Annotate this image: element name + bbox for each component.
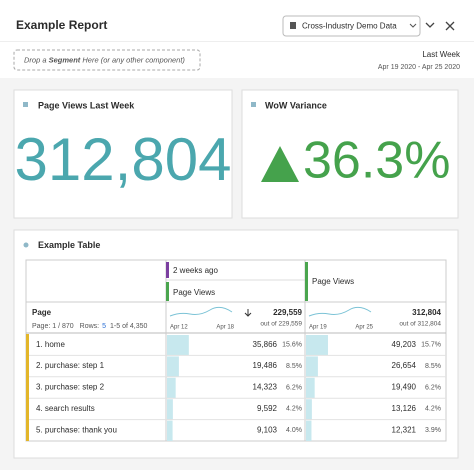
cell-bar xyxy=(167,335,189,356)
kpi-value: 36.3% xyxy=(303,132,450,190)
kpi-value: 312,804 xyxy=(15,126,232,193)
cell-bar xyxy=(306,356,318,377)
column-total-of: out of 229,559 xyxy=(260,321,302,328)
cell-percent: 4.0% xyxy=(286,427,302,434)
cell-bar xyxy=(306,420,312,441)
date-range: Apr 19 2020 - Apr 25 2020 xyxy=(378,64,460,71)
data-source: Cross-Industry Demo Data xyxy=(302,22,397,31)
spark-end: Apr 25 xyxy=(355,325,373,331)
freeform-table xyxy=(25,259,447,442)
cell-percent: 8.5% xyxy=(425,363,441,370)
collapse-button[interactable] xyxy=(425,22,435,28)
date-preset[interactable]: Last Week xyxy=(422,50,461,59)
cell-value: 26,654 xyxy=(392,361,417,370)
drop-text: Drop a xyxy=(24,55,49,64)
drop-text: Here (or any other component) xyxy=(80,55,185,64)
drop-text-bold: Segment xyxy=(49,55,81,64)
sort-arrow xyxy=(244,309,252,317)
panel-icon xyxy=(23,102,28,107)
rows-label: Rows: xyxy=(80,323,100,330)
panel-title: WoW Variance xyxy=(265,100,327,110)
rows-count[interactable]: 5 xyxy=(102,323,106,330)
panel-title: Page Views Last Week xyxy=(38,100,135,110)
panel-title: Example Table xyxy=(38,240,100,250)
cell-percent: 15.6% xyxy=(282,342,302,349)
panel-icon xyxy=(251,102,256,107)
spark-start: Apr 12 xyxy=(170,325,188,331)
segment-drop-zone[interactable] xyxy=(13,49,201,71)
spark-start: Apr 19 xyxy=(309,325,327,331)
cell-value: 49,203 xyxy=(392,340,417,349)
panel-icon xyxy=(23,242,29,248)
cell-bar xyxy=(306,377,315,399)
cell-percent: 3.9% xyxy=(425,427,441,434)
report-title: Example Report xyxy=(16,18,107,32)
cell-percent: 4.2% xyxy=(425,406,441,413)
cell-percent: 8.5% xyxy=(286,363,302,370)
cell-bar xyxy=(167,377,176,399)
row-label: 5. purchase: thank you xyxy=(36,425,117,434)
row-label: 4. search results xyxy=(36,404,95,413)
data-source-picker[interactable] xyxy=(282,15,421,37)
cell-percent: 6.2% xyxy=(286,384,302,391)
up-arrow xyxy=(261,146,299,182)
cell-percent: 4.2% xyxy=(286,406,302,413)
close-button[interactable] xyxy=(445,21,455,31)
spark-end: Apr 18 xyxy=(216,325,234,331)
dimension-header: Page xyxy=(32,308,52,317)
segment-label: 2 weeks ago xyxy=(173,266,218,275)
cell-value: 19,486 xyxy=(253,361,278,370)
cell-value: 9,103 xyxy=(257,425,278,434)
cell-percent: 6.2% xyxy=(425,384,441,391)
cell-bar xyxy=(306,335,328,356)
row-label: 1. home xyxy=(36,340,65,349)
row-label: 3. purchase: step 2 xyxy=(36,383,105,392)
db-icon xyxy=(290,22,296,29)
metric-stripe xyxy=(305,262,308,301)
cell-value: 9,592 xyxy=(257,404,278,413)
cell-value: 35,866 xyxy=(253,340,278,349)
row-label: 2. purchase: step 1 xyxy=(36,361,105,370)
page-info: Page: 1 / 870 xyxy=(32,323,74,330)
metric-stripe xyxy=(166,282,169,301)
cell-value: 19,490 xyxy=(392,383,417,392)
sparkline xyxy=(169,306,233,317)
row-range: 1-5 of 4,350 xyxy=(110,323,147,330)
cell-percent: 15.7% xyxy=(421,342,441,349)
pagination: Page: 1 / 870 Rows: 5 1-5 of 4,350 xyxy=(32,323,147,330)
dropdown-caret xyxy=(409,23,417,28)
cell-bar xyxy=(167,356,179,377)
segment-stripe xyxy=(166,262,169,278)
cell-value: 14,323 xyxy=(253,383,278,392)
row-highlight xyxy=(26,334,29,441)
cell-value: 13,126 xyxy=(392,404,417,413)
cell-bar xyxy=(167,399,173,420)
panel xyxy=(13,89,233,219)
drop-zone-text: Drop a Segment Here (or any other compon… xyxy=(24,55,185,64)
metric-label: Page Views xyxy=(312,277,354,286)
cell-bar xyxy=(306,399,312,420)
cell-bar xyxy=(167,420,173,441)
column-total-of: out of 312,804 xyxy=(399,321,441,328)
column-total: 229,559 xyxy=(273,308,302,317)
column-total: 312,804 xyxy=(412,308,441,317)
metric-label: Page Views xyxy=(173,288,215,297)
cell-value: 12,321 xyxy=(392,425,417,434)
sparkline xyxy=(308,306,372,317)
